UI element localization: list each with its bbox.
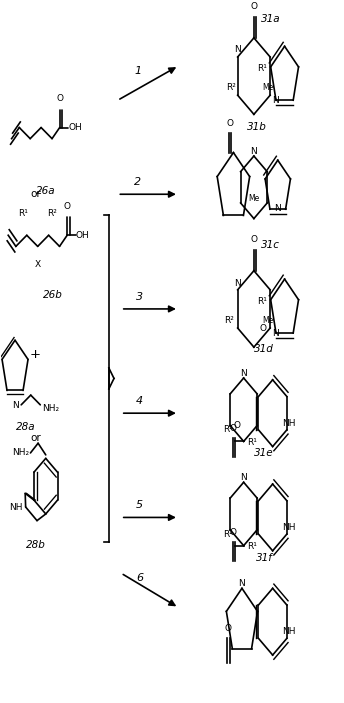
Text: R¹: R¹ [19,209,28,218]
Text: NH: NH [282,627,296,636]
Text: O: O [233,421,240,430]
Text: 31a: 31a [261,14,281,24]
Text: N: N [273,328,279,337]
Text: O: O [225,624,232,633]
Text: 28b: 28b [25,540,45,550]
Text: O: O [250,236,257,245]
Text: R²: R² [47,209,57,218]
Text: 31d: 31d [254,344,274,354]
Text: O: O [230,529,237,537]
Text: O: O [260,323,267,333]
Text: N: N [234,44,241,53]
Text: Me: Me [262,316,273,325]
Text: N: N [275,204,281,212]
Text: or: or [30,189,41,199]
Text: R¹: R¹ [247,543,257,551]
Text: 1: 1 [134,66,141,76]
Text: O: O [226,120,234,128]
Text: 28a: 28a [15,422,35,432]
Text: NH₂: NH₂ [12,449,29,458]
Text: 31c: 31c [261,240,280,250]
Text: R¹: R¹ [257,297,267,306]
Text: N: N [250,147,257,156]
Text: N: N [273,96,279,105]
Text: 2: 2 [134,177,141,187]
Text: R²: R² [224,316,234,325]
Text: R²: R² [226,83,236,91]
Text: 26a: 26a [36,186,56,195]
Text: 31f: 31f [256,553,272,562]
Text: R²: R² [224,529,234,538]
Text: O: O [56,93,63,103]
Text: 5: 5 [136,501,143,510]
Text: OH: OH [68,123,82,132]
Text: N: N [234,278,241,288]
Text: OH: OH [76,231,90,240]
Text: Me: Me [262,83,273,92]
Text: or: or [30,432,41,442]
Text: 31e: 31e [254,449,274,458]
Text: N: N [240,473,247,482]
Text: O: O [250,3,257,11]
Text: NH: NH [282,419,296,427]
Text: 3: 3 [136,292,143,302]
Text: X: X [35,260,41,269]
Text: R²: R² [224,425,234,434]
Text: 4: 4 [136,396,143,406]
Text: +: + [30,347,41,361]
Text: N: N [12,401,19,410]
Text: Me: Me [248,194,259,203]
Text: O: O [230,424,237,433]
Text: NH: NH [282,523,296,532]
Text: R¹: R¹ [247,438,257,447]
Text: NH₂: NH₂ [42,404,59,413]
Text: R¹: R¹ [257,64,267,73]
Text: N: N [240,369,247,378]
Text: 6: 6 [136,574,143,583]
Text: 26b: 26b [43,290,63,300]
Text: NH: NH [9,503,22,512]
Text: O: O [64,202,71,210]
Text: 31b: 31b [247,122,267,131]
Text: N: N [239,579,245,588]
